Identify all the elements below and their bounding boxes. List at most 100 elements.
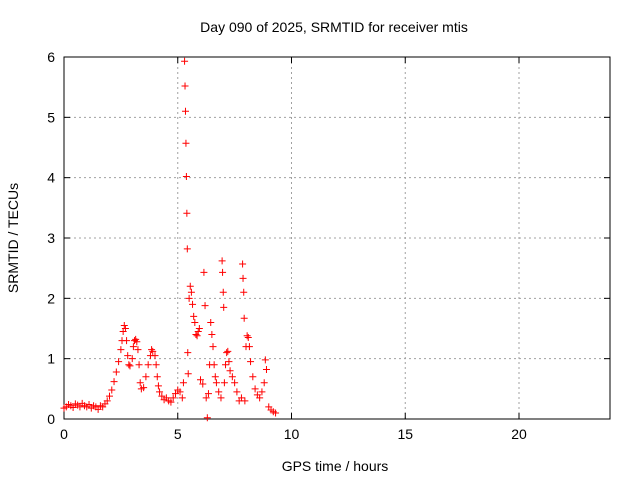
data-point xyxy=(211,373,219,381)
data-point xyxy=(191,318,199,326)
data-point xyxy=(261,356,269,364)
data-point xyxy=(195,325,203,332)
data-point xyxy=(225,358,233,366)
data-point xyxy=(215,388,223,396)
data-point xyxy=(193,332,201,340)
data-point xyxy=(240,288,248,296)
data-point xyxy=(169,394,177,402)
data-point xyxy=(144,361,152,369)
data-point xyxy=(185,294,193,302)
data-point xyxy=(152,361,160,369)
data-point xyxy=(190,312,198,320)
data-point xyxy=(249,373,257,381)
data-point xyxy=(251,385,259,393)
y-axis-label: SRMTID / TECUs xyxy=(5,183,21,293)
data-point xyxy=(126,362,134,370)
grid xyxy=(64,57,610,419)
data-point xyxy=(149,347,157,355)
data-point xyxy=(179,379,187,387)
x-tick-label: 5 xyxy=(174,426,182,442)
data-point xyxy=(85,401,93,409)
data-point xyxy=(135,361,143,369)
data-point xyxy=(112,368,120,376)
data-point xyxy=(194,328,202,336)
data-point xyxy=(181,57,189,65)
data-point xyxy=(117,346,125,354)
data-point xyxy=(220,303,228,311)
data-point xyxy=(148,346,156,354)
data-point xyxy=(200,268,208,276)
y-tick-label: 6 xyxy=(47,49,55,65)
data-point xyxy=(121,325,129,332)
data-point xyxy=(226,367,234,375)
y-tick-label: 2 xyxy=(47,290,55,306)
data-point xyxy=(207,318,215,326)
data-point xyxy=(241,397,249,405)
data-point xyxy=(223,349,231,357)
data-point xyxy=(217,394,225,402)
y-tick-label: 0 xyxy=(47,411,55,427)
data-point xyxy=(183,209,191,217)
data-point xyxy=(184,370,192,378)
data-point xyxy=(182,172,190,180)
data-point xyxy=(120,321,128,329)
data-point xyxy=(244,334,252,342)
axis-ticks: 0 5 10 15 20 0 1 2 3 4 5 6 xyxy=(47,49,610,442)
data-point xyxy=(222,361,230,369)
data-point xyxy=(272,409,280,417)
data-point xyxy=(156,388,164,396)
data-point xyxy=(125,361,133,369)
data-point xyxy=(202,394,210,402)
data-point xyxy=(239,274,247,282)
data-point xyxy=(142,373,150,381)
data-point xyxy=(108,386,116,394)
data-point xyxy=(256,394,264,402)
data-point xyxy=(210,361,218,369)
data-point xyxy=(218,257,226,265)
x-tick-label: 0 xyxy=(60,426,68,442)
data-point xyxy=(76,403,84,411)
data-point xyxy=(260,379,268,387)
data-point xyxy=(231,379,239,387)
data-point xyxy=(212,379,220,387)
data-point xyxy=(94,405,102,413)
data-point xyxy=(181,82,189,90)
x-tick-label: 10 xyxy=(284,426,300,442)
data-point xyxy=(208,331,216,339)
data-point xyxy=(167,398,175,406)
data-point xyxy=(199,380,207,388)
data-point xyxy=(243,332,251,340)
data-point xyxy=(140,384,148,392)
x-tick-label: 20 xyxy=(511,426,527,442)
data-point xyxy=(186,282,194,290)
data-point xyxy=(262,366,270,374)
data-point xyxy=(136,379,144,387)
y-tick-label: 5 xyxy=(47,109,55,125)
data-point xyxy=(128,355,136,363)
data-point xyxy=(209,343,217,351)
data-point xyxy=(123,337,131,345)
data-point xyxy=(245,343,253,351)
data-point xyxy=(69,404,77,412)
data-point xyxy=(181,107,189,115)
data-point xyxy=(203,414,211,422)
data-point xyxy=(239,260,247,268)
x-axis-label: GPS time / hours xyxy=(282,458,389,474)
data-point xyxy=(182,139,190,147)
data-point xyxy=(224,347,232,355)
data-point xyxy=(189,300,197,308)
data-point xyxy=(204,390,212,398)
data-point xyxy=(201,302,209,310)
data-point xyxy=(237,394,245,402)
data-points xyxy=(60,57,280,422)
data-point xyxy=(158,392,166,400)
data-point xyxy=(154,382,162,390)
data-point xyxy=(110,378,118,386)
data-point xyxy=(220,379,228,387)
data-point xyxy=(129,343,137,351)
data-point xyxy=(247,358,255,366)
y-tick-label: 4 xyxy=(47,170,55,186)
y-tick-label: 3 xyxy=(47,230,55,246)
data-point xyxy=(178,394,186,402)
